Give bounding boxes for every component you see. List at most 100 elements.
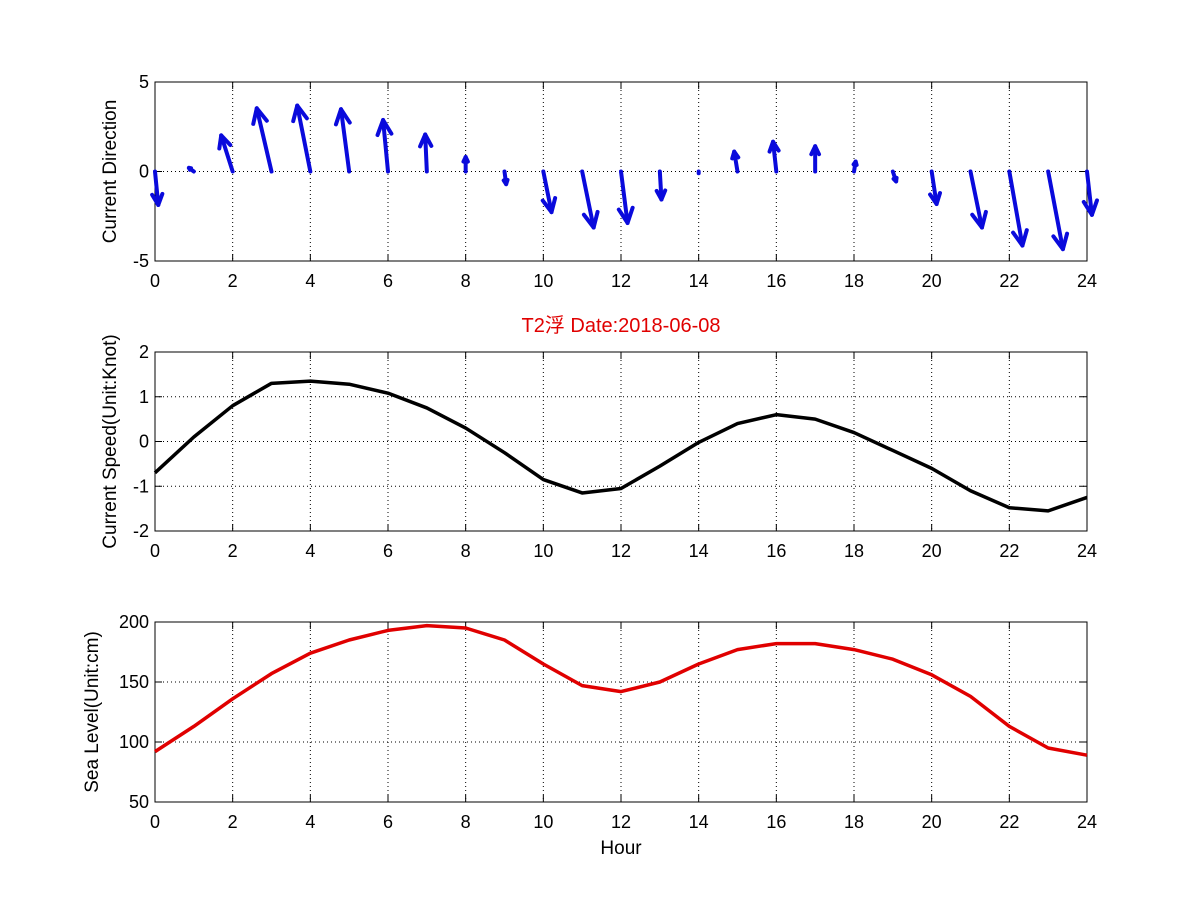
arrow-head — [851, 159, 859, 167]
quiver-arrow — [616, 169, 635, 225]
quiver-arrow — [418, 132, 434, 174]
x-tick-label: 4 — [305, 541, 315, 561]
arrow-shaft — [423, 132, 429, 174]
quiver-arrow — [809, 144, 822, 174]
y-axis-label: Current Direction — [100, 100, 121, 244]
arrow-head — [970, 209, 988, 230]
series-line — [153, 379, 1088, 513]
y-tick-label: 200 — [119, 612, 149, 632]
arrow-shaft — [1007, 169, 1025, 248]
arrow-shaft — [580, 169, 596, 230]
arrow-shaft — [968, 169, 984, 230]
quiver-arrow — [968, 169, 988, 230]
x-tick-label: 14 — [689, 541, 709, 561]
x-tick-label: 16 — [766, 271, 786, 291]
x-tick-label: 6 — [383, 541, 393, 561]
quiver-arrow — [851, 159, 859, 174]
x-tick-label: 10 — [533, 541, 553, 561]
x-tick-label: 12 — [611, 271, 631, 291]
y-tick-label: 1 — [139, 387, 149, 407]
arrow-head — [1011, 228, 1029, 248]
arrow-shaft — [929, 169, 939, 207]
x-tick-label: 12 — [611, 541, 631, 561]
quiver-arrow — [501, 169, 510, 187]
x-tick-label: 14 — [689, 812, 709, 832]
x-tick-label: 8 — [461, 541, 471, 561]
x-tick-label: 16 — [766, 812, 786, 832]
x-tick-label: 10 — [533, 812, 553, 832]
quiver-arrow — [461, 155, 470, 174]
x-tick-label: 18 — [844, 541, 864, 561]
x-axis-label: Hour — [600, 838, 642, 859]
arrow-shaft — [381, 118, 390, 174]
quiver-arrow — [333, 107, 352, 174]
series-line — [154, 623, 1088, 757]
arrow-head — [333, 107, 352, 127]
y-axis-label: Sea Level(Unit:cm) — [82, 631, 103, 793]
y-tick-label: 5 — [139, 72, 149, 92]
x-tick-label: 2 — [228, 541, 238, 561]
x-tick-label: 20 — [922, 541, 942, 561]
arrow-head — [501, 177, 510, 187]
x-tick-label: 22 — [999, 541, 1019, 561]
x-tick-label: 0 — [150, 812, 160, 832]
arrow-head — [418, 132, 434, 149]
y-tick-label: 100 — [119, 732, 149, 752]
arrow-shaft — [219, 133, 235, 174]
x-tick-label: 0 — [150, 271, 160, 291]
arrow-head — [891, 175, 899, 184]
x-tick-label: 18 — [844, 812, 864, 832]
arrow-head — [616, 205, 635, 225]
x-tick-label: 6 — [383, 271, 393, 291]
quiver-arrow — [1007, 169, 1029, 248]
x-tick-label: 2 — [228, 271, 238, 291]
x-tick-label: 24 — [1077, 812, 1097, 832]
arrow-head — [150, 191, 165, 207]
x-tick-label: 4 — [305, 271, 315, 291]
y-tick-label: 0 — [139, 432, 149, 452]
y-tick-label: 2 — [139, 342, 149, 362]
x-tick-label: 0 — [150, 541, 160, 561]
arrow-head — [1081, 198, 1099, 217]
quiver-arrow — [217, 133, 235, 174]
x-tick-label: 20 — [922, 271, 942, 291]
arrow-shaft — [771, 139, 779, 174]
y-tick-label: -2 — [133, 521, 149, 541]
quiver-arrow — [540, 169, 558, 215]
quiver-arrow — [375, 118, 394, 174]
quiver-arrow — [291, 103, 313, 174]
arrow-shaft — [619, 169, 630, 225]
arrow-head — [186, 165, 194, 172]
arrow-shaft — [541, 169, 554, 215]
arrow-shaft — [657, 169, 664, 202]
arrow-head — [928, 191, 942, 207]
arrow-head — [461, 155, 470, 164]
quiver-arrow — [186, 165, 196, 174]
x-tick-label: 24 — [1077, 271, 1097, 291]
quiver-arrow — [928, 169, 942, 207]
arrow-head — [1051, 231, 1070, 252]
arrow-head — [581, 209, 600, 230]
arrow-shaft — [295, 103, 313, 174]
y-tick-label: 0 — [139, 162, 149, 182]
quiver-arrow — [251, 106, 274, 174]
quiver-arrow — [890, 169, 899, 184]
x-tick-label: 8 — [461, 271, 471, 291]
x-tick-label: 2 — [228, 812, 238, 832]
quiver-arrow — [150, 169, 165, 207]
arrow-shaft — [153, 169, 161, 207]
x-tick-label: 24 — [1077, 541, 1097, 561]
quiver-arrow — [1081, 169, 1099, 217]
figure-title: T2浮 Date:2018-06-08 — [521, 314, 720, 337]
x-tick-label: 12 — [611, 812, 631, 832]
x-tick-label: 6 — [383, 812, 393, 832]
quiver-arrow — [580, 169, 600, 230]
arrow-head — [540, 196, 558, 215]
y-tick-label: -5 — [133, 251, 149, 271]
